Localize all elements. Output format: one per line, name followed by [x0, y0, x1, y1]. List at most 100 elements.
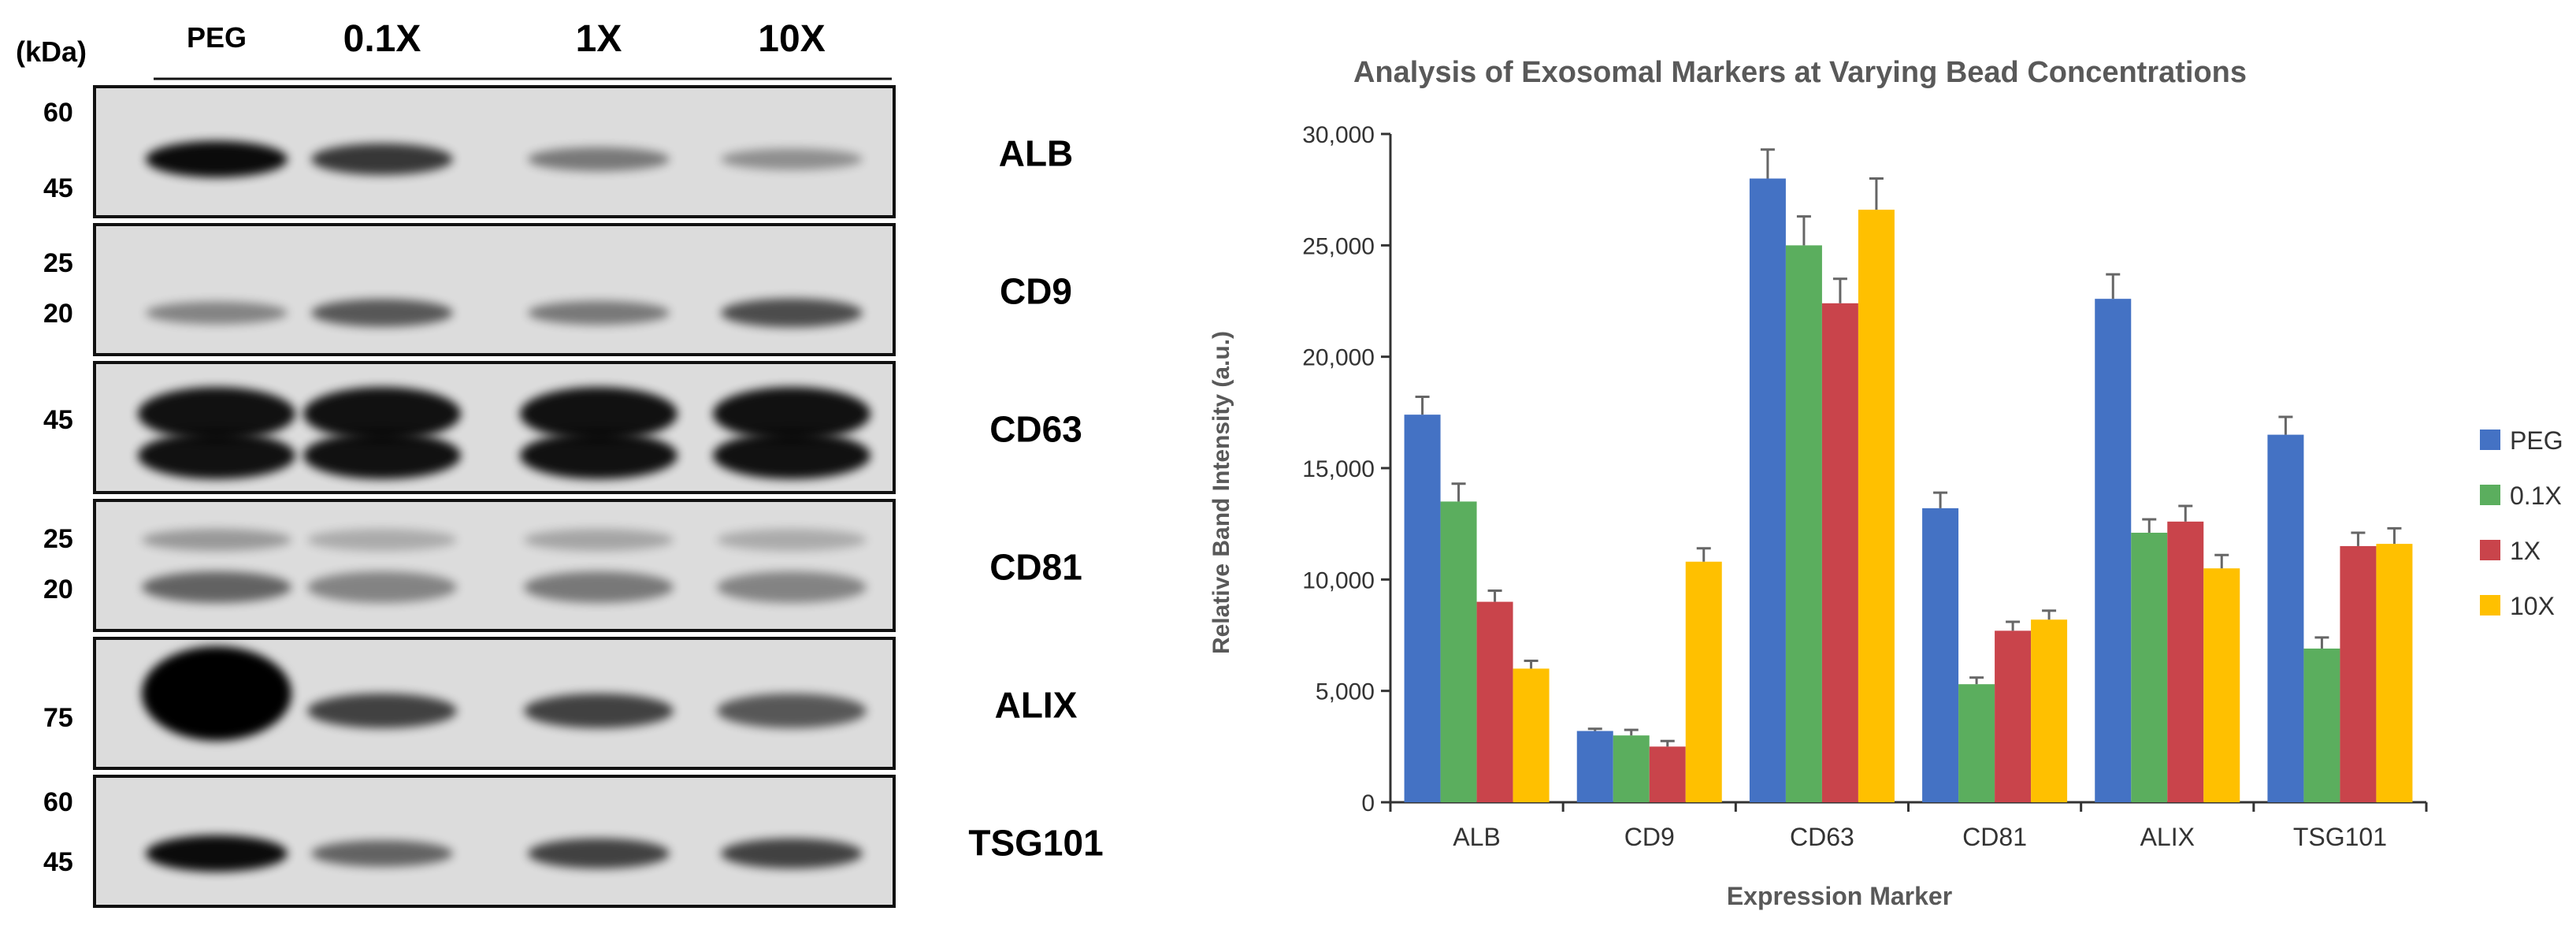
- blot-band: [303, 432, 461, 479]
- blot-band: [721, 298, 863, 328]
- protein-label: CD63: [989, 409, 1082, 450]
- bar: [2131, 532, 2168, 802]
- blot-band: [528, 838, 670, 869]
- x-tick-label: ALB: [1453, 823, 1500, 851]
- bar: [2376, 544, 2413, 802]
- blot-panel: 25 20 CD9: [43, 223, 1072, 356]
- bar: [2203, 568, 2240, 802]
- legend-swatch: [2480, 540, 2500, 560]
- lane-label: 0.1X: [343, 18, 421, 60]
- blot-band: [142, 646, 291, 741]
- blot-band: [520, 432, 677, 479]
- legend-swatch: [2480, 595, 2500, 615]
- blot-band: [303, 387, 461, 441]
- bar: [2095, 299, 2132, 802]
- blot-panel: 60 45 TSG101: [43, 775, 1104, 908]
- bar: [1785, 245, 1822, 802]
- blot-panel: 60 45 ALB: [43, 85, 1074, 218]
- x-tick-label: TSG101: [2293, 823, 2387, 851]
- bar: [1858, 210, 1895, 802]
- western-blot-panel: (kDa) PEG 0.1X 1X 10X 60 45 ALB 25 20 CD9 45 CD63 2…: [16, 18, 1104, 908]
- bar: [1513, 668, 1550, 802]
- bar: [2167, 521, 2204, 802]
- kda-marker: 45: [43, 847, 73, 877]
- bar: [1821, 303, 1858, 802]
- blot-band: [721, 838, 863, 869]
- blot-band: [524, 571, 674, 603]
- blot-band: [528, 147, 670, 172]
- blot-band: [307, 529, 457, 551]
- blot-band: [142, 529, 291, 551]
- kda-marker: 25: [43, 524, 73, 554]
- bar: [1995, 630, 2032, 802]
- kda-marker: 75: [43, 703, 73, 733]
- bar: [2340, 545, 2377, 802]
- protein-label: ALB: [999, 133, 1074, 174]
- blot-band: [717, 529, 867, 551]
- blot-band: [307, 694, 457, 728]
- blot-band: [142, 571, 291, 603]
- protein-label: ALIX: [995, 685, 1078, 726]
- blot-band: [524, 529, 674, 551]
- legend-label: 10X: [2510, 592, 2555, 620]
- blot-membrane: [93, 223, 896, 356]
- kda-marker: 45: [43, 405, 73, 435]
- legend-swatch: [2480, 430, 2500, 450]
- chart-title: Analysis of Exosomal Markers at Varying …: [1353, 56, 2247, 89]
- x-tick-label: CD9: [1624, 823, 1675, 851]
- blot-band: [717, 571, 867, 603]
- bar: [1685, 561, 1722, 802]
- blot-band: [138, 432, 295, 479]
- blot-band: [721, 148, 863, 170]
- y-tick-label: 0: [1361, 790, 1375, 816]
- protein-label: TSG101: [968, 823, 1103, 864]
- legend-label: 1X: [2510, 537, 2541, 565]
- blot-panel: 45 CD63: [43, 361, 1082, 494]
- blot-band: [717, 694, 867, 728]
- blot-band: [524, 694, 674, 728]
- legend-swatch: [2480, 485, 2500, 505]
- blot-band: [713, 432, 870, 479]
- x-tick-label: ALIX: [2140, 823, 2195, 851]
- blot-band: [520, 387, 677, 441]
- bar: [1749, 178, 1786, 803]
- lane-label: PEG: [187, 21, 247, 54]
- y-tick-label: 5,000: [1316, 679, 1375, 705]
- y-tick-label: 30,000: [1302, 122, 1375, 148]
- legend-label: PEG: [2510, 426, 2563, 455]
- x-tick-label: CD81: [1962, 823, 2027, 851]
- blot-band: [713, 387, 870, 441]
- bar: [1922, 508, 1959, 802]
- bar: [1404, 415, 1441, 802]
- bar: [1576, 731, 1613, 802]
- blot-band: [311, 299, 453, 327]
- bar: [1958, 684, 1995, 802]
- bar: [2031, 619, 2068, 802]
- bar: [2303, 648, 2340, 802]
- blot-band: [307, 571, 457, 603]
- kda-marker: 25: [43, 248, 73, 278]
- bar: [1440, 501, 1477, 802]
- bar: [1649, 746, 1686, 802]
- bar-chart: Analysis of Exosomal Markers at Varying …: [1208, 56, 2563, 910]
- blot-band: [146, 835, 288, 872]
- kda-marker: 60: [43, 787, 73, 817]
- blot-panel: 75 ALIX: [43, 637, 1078, 770]
- protein-label: CD81: [989, 547, 1082, 588]
- kda-marker: 20: [43, 575, 73, 604]
- blot-band: [311, 840, 453, 867]
- bar: [2267, 434, 2304, 802]
- x-axis-label: Expression Marker: [1727, 882, 1952, 910]
- lane-label: 10X: [758, 18, 825, 60]
- blot-band: [138, 387, 295, 441]
- bar: [1613, 735, 1650, 802]
- blot-band: [528, 300, 670, 325]
- bar: [1476, 601, 1513, 802]
- y-tick-label: 25,000: [1302, 233, 1375, 259]
- kda-unit-label: (kDa): [16, 35, 87, 68]
- blot-membrane: [93, 499, 896, 632]
- blot-band: [311, 143, 453, 175]
- y-axis-label: Relative Band Intensity (a.u.): [1208, 331, 1234, 654]
- legend-label: 0.1X: [2510, 482, 2562, 510]
- lane-label: 1X: [576, 18, 622, 60]
